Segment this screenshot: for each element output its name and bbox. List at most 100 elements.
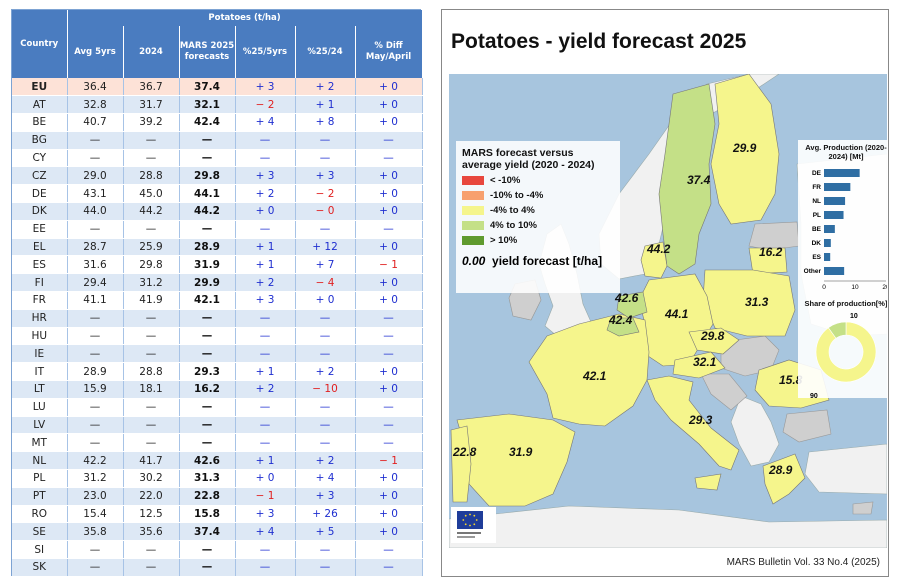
table-row: SE 35.8 35.6 37.4 + 4 + 5 + 0	[12, 522, 423, 542]
cell-p5: —	[235, 131, 296, 150]
bar-tick-label: 0	[822, 284, 826, 291]
cell-avg: —	[67, 540, 124, 560]
cell-diff: —	[355, 398, 423, 417]
cell-avg: —	[67, 220, 124, 239]
cell-country: RO	[12, 505, 68, 524]
cell-p5: + 4	[235, 522, 296, 542]
yield-label-pt: 22.8	[452, 445, 477, 459]
cell-diff: —	[355, 149, 423, 168]
cell-y2024: 41.9	[123, 291, 180, 310]
cell-diff: —	[355, 433, 423, 453]
cell-country: ES	[12, 255, 68, 275]
cell-mars: —	[179, 540, 236, 560]
legend-label: < -10%	[490, 175, 521, 186]
cell-avg: —	[67, 416, 124, 435]
production-bar	[824, 267, 845, 275]
cell-mars: —	[179, 220, 236, 239]
fi-shape	[710, 74, 780, 225]
production-bar	[824, 169, 860, 177]
production-bar	[824, 197, 846, 205]
legend-item: < -10%	[462, 175, 614, 186]
cell-mars: —	[179, 131, 236, 150]
mars-2025-header: MARS 2025 forecasts	[179, 26, 236, 78]
cell-country: PT	[12, 487, 68, 506]
cell-country: DK	[12, 202, 68, 221]
inset-charts: Avg. Production (2020-2024) [Mt] DE FR NL P…	[798, 140, 887, 400]
legend-swatch	[462, 236, 484, 245]
cell-diff: —	[355, 344, 423, 364]
cell-avg: 28.9	[67, 362, 124, 382]
cell-avg: 44.0	[67, 202, 124, 221]
table-row: CZ 29.0 28.8 29.8 + 3 + 3 + 0	[12, 166, 423, 186]
cell-p5: + 3	[235, 505, 296, 524]
yield-label-se: 37.4	[687, 173, 711, 187]
cell-diff: + 0	[355, 184, 423, 204]
cell-p5: + 1	[235, 362, 296, 382]
cell-avg: 15.9	[67, 380, 124, 399]
map-legend: MARS forecast versus average yield (2020…	[456, 141, 620, 293]
cell-p5: + 2	[235, 184, 296, 204]
bar-tick-label: 20	[882, 284, 887, 291]
cell-p5: − 1	[235, 487, 296, 506]
at-shape	[672, 351, 726, 379]
production-bar	[824, 253, 831, 261]
cell-p5: —	[235, 327, 296, 346]
table-row: HR — — — — — —	[12, 309, 423, 328]
cell-p5: + 2	[235, 380, 296, 399]
cell-mars: —	[179, 149, 236, 168]
sicily-shape	[694, 473, 722, 491]
cell-y2024: 28.8	[123, 362, 180, 382]
cz-shape	[688, 327, 740, 355]
cell-avg: —	[67, 309, 124, 328]
cell-p24: + 2	[295, 78, 356, 97]
yield-label-lt: 16.2	[759, 245, 783, 259]
cell-mars: —	[179, 558, 236, 577]
cell-p5: − 2	[235, 95, 296, 115]
cell-diff: —	[355, 309, 423, 328]
legend-label: -4% to 4%	[490, 205, 535, 216]
table-row: DE 43.1 45.0 44.1 + 2− 2 + 0	[12, 184, 423, 204]
cell-y2024: —	[123, 558, 180, 577]
cell-diff: + 0	[355, 113, 423, 132]
cell-p24: —	[295, 398, 356, 417]
europe-map: 37.4 29.9 44.2 16.2 42.6 42.4 44.1 31.3 29.8 32.1…	[449, 74, 887, 548]
cell-avg: 29.0	[67, 166, 124, 186]
cell-y2024: —	[123, 344, 180, 364]
yield-label-cz: 29.8	[700, 329, 725, 343]
cell-p5: —	[235, 433, 296, 453]
legend-item: 4% to 10%	[462, 220, 614, 231]
cell-p24: —	[295, 416, 356, 435]
cell-p24: − 4	[295, 273, 356, 293]
yield-label-nl: 42.6	[614, 291, 639, 305]
cell-avg: 35.8	[67, 522, 124, 542]
bar-category-label: BE	[812, 226, 822, 233]
cell-y2024: 25.9	[123, 238, 180, 257]
cell-diff: —	[355, 220, 423, 239]
table-row: FR 41.1 41.9 42.1 + 3 + 0 + 0	[12, 291, 423, 310]
balkans-nonEU-shape	[730, 395, 780, 467]
cell-diff: + 0	[355, 95, 423, 115]
yield-label-dk: 44.2	[646, 242, 671, 256]
cell-y2024: 41.7	[123, 451, 180, 471]
cell-y2024: 31.2	[123, 273, 180, 293]
legend-swatch	[462, 206, 484, 215]
cell-y2024: 30.2	[123, 469, 180, 488]
cell-y2024: 29.8	[123, 255, 180, 275]
yield-label-fi: 29.9	[732, 141, 757, 155]
table-row: AT 32.8 31.7 32.1− 2 + 1 + 0	[12, 95, 423, 115]
cell-avg: 29.4	[67, 273, 124, 293]
cell-p24: —	[295, 558, 356, 577]
lt-shape	[748, 247, 788, 275]
cell-p24: + 7	[295, 255, 356, 275]
share-slice-label: 90	[810, 393, 818, 400]
cell-p24: + 2	[295, 451, 356, 471]
cell-diff: —	[355, 131, 423, 150]
eu-commission-logo	[451, 507, 496, 543]
cell-mars: 28.9	[179, 238, 236, 257]
pct-25-5yrs-header: %25/5yrs	[235, 26, 296, 78]
se-shape	[658, 83, 716, 275]
cell-p5: —	[235, 416, 296, 435]
cell-avg: —	[67, 433, 124, 453]
cell-mars: —	[179, 344, 236, 364]
table-row: EU 36.4 36.7 37.4 + 3 + 2 + 0	[12, 78, 423, 97]
